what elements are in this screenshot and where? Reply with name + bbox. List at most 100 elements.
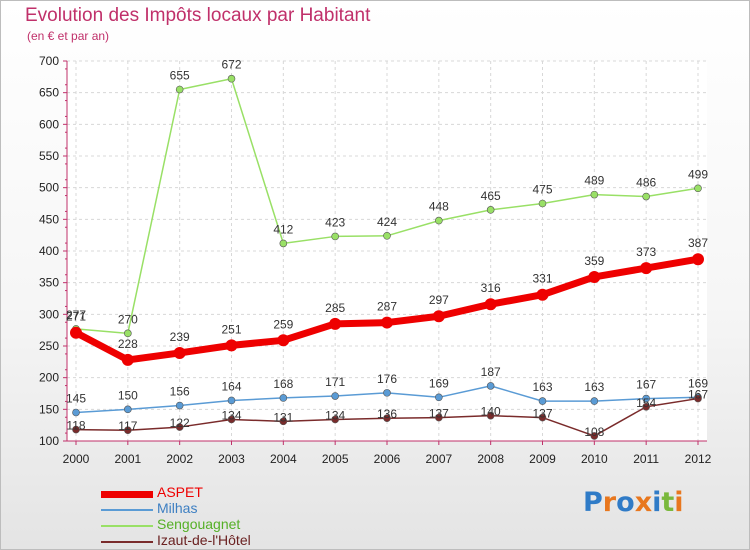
y-tick-label: 400 (39, 244, 59, 258)
data-point-aspet (277, 334, 290, 347)
data-point-izaut-de-l-h-tel (538, 413, 547, 422)
data-label-aspet: 287 (377, 300, 397, 314)
data-label-sengouagnet: 672 (221, 58, 241, 72)
x-tick-label: 2012 (685, 452, 712, 466)
data-point-aspet (640, 262, 653, 275)
data-point-aspet (121, 353, 134, 366)
data-point-aspet (692, 253, 704, 266)
chart-title: Evolution des Impôts locaux par Habitant (25, 5, 371, 26)
data-label-izaut-de-l-h-tel: 154 (636, 396, 656, 410)
data-label-aspet: 316 (481, 281, 501, 295)
data-point-milhas (279, 394, 288, 402)
x-tick-label: 2010 (581, 452, 608, 466)
data-label-izaut-de-l-h-tel: 137 (429, 407, 449, 421)
data-label-sengouagnet: 489 (584, 174, 604, 188)
data-label-milhas: 187 (481, 365, 501, 379)
legend-label: Sengouagnet (157, 516, 241, 532)
data-point-sengouagnet (694, 184, 702, 193)
y-tick-label: 550 (39, 149, 59, 163)
y-tick-label: 600 (39, 117, 59, 131)
data-label-izaut-de-l-h-tel: 117 (118, 419, 137, 433)
x-tick-label: 2011 (633, 452, 659, 466)
y-tick-label: 250 (39, 339, 59, 353)
data-label-milhas: 164 (221, 379, 241, 393)
legend-swatch (101, 525, 153, 527)
data-label-izaut-de-l-h-tel: 108 (584, 425, 604, 439)
data-label-sengouagnet: 270 (118, 312, 138, 326)
x-tick-label: 2008 (477, 452, 504, 466)
data-label-sengouagnet: 448 (429, 200, 449, 214)
data-label-aspet: 285 (325, 301, 345, 315)
data-label-aspet: 373 (636, 245, 656, 259)
logo-letter: x (634, 487, 653, 518)
data-label-aspet: 251 (221, 322, 241, 336)
data-point-aspet (70, 326, 82, 339)
x-tick-label: 2009 (529, 452, 556, 466)
legend-swatch (101, 509, 153, 511)
data-label-aspet: 359 (584, 254, 604, 268)
data-point-aspet (381, 316, 393, 329)
data-label-izaut-de-l-h-tel: 118 (66, 419, 85, 433)
data-point-sengouagnet (175, 85, 184, 94)
data-point-aspet (329, 317, 342, 330)
data-point-izaut-de-l-h-tel (279, 417, 288, 426)
data-label-milhas: 163 (532, 380, 552, 394)
logo-letter: t (661, 487, 675, 518)
data-label-sengouagnet: 655 (170, 69, 190, 83)
data-label-milhas: 169 (688, 376, 708, 390)
data-point-izaut-de-l-h-tel (694, 394, 702, 403)
data-label-aspet: 297 (429, 293, 449, 307)
data-point-aspet (484, 298, 497, 311)
proxiti-logo: Proxiti (583, 487, 684, 518)
data-label-milhas: 156 (170, 385, 190, 399)
x-tick-label: 2002 (166, 452, 193, 466)
data-point-izaut-de-l-h-tel (383, 414, 391, 423)
y-tick-label: 450 (39, 212, 59, 226)
data-point-sengouagnet (227, 74, 236, 83)
data-point-sengouagnet (279, 239, 288, 248)
data-label-aspet: 331 (532, 272, 552, 286)
chart-subtitle: (en € et par an) (27, 29, 110, 43)
data-label-milhas: 169 (429, 376, 449, 390)
data-label-izaut-de-l-h-tel: 122 (170, 416, 190, 430)
data-point-izaut-de-l-h-tel (486, 411, 495, 420)
data-point-izaut-de-l-h-tel (435, 413, 443, 422)
data-label-sengouagnet: 475 (532, 183, 552, 197)
data-point-izaut-de-l-h-tel (72, 425, 80, 434)
data-point-aspet (432, 310, 445, 323)
data-label-sengouagnet: 465 (481, 189, 501, 203)
logo-letter: r (602, 487, 617, 518)
data-point-milhas (435, 393, 443, 402)
data-label-izaut-de-l-h-tel: 137 (532, 407, 552, 421)
data-label-aspet: 259 (273, 317, 293, 331)
data-point-sengouagnet (124, 329, 132, 338)
data-point-milhas (590, 397, 599, 405)
data-point-izaut-de-l-h-tel (227, 415, 236, 424)
data-point-sengouagnet (331, 232, 339, 241)
x-tick-label: 2001 (114, 452, 141, 466)
data-point-sengouagnet (435, 216, 443, 225)
data-label-aspet: 239 (170, 330, 190, 344)
data-point-izaut-de-l-h-tel (124, 426, 132, 435)
data-point-izaut-de-l-h-tel (642, 402, 650, 411)
y-tick-label: 500 (39, 181, 59, 195)
data-point-aspet (225, 339, 238, 352)
data-label-milhas: 167 (636, 378, 656, 392)
x-tick-label: 2006 (374, 452, 401, 466)
data-point-aspet (173, 346, 186, 359)
data-point-sengouagnet (642, 192, 650, 201)
data-label-sengouagnet: 499 (688, 167, 708, 181)
legend-label: ASPET (157, 484, 203, 500)
logo-letter: P (583, 487, 603, 518)
data-point-milhas (124, 405, 132, 414)
data-point-milhas (538, 397, 547, 405)
data-label-aspet: 228 (118, 337, 138, 351)
data-point-izaut-de-l-h-tel (331, 415, 339, 424)
x-tick-label: 2007 (425, 452, 452, 466)
legend-swatch (101, 541, 153, 543)
data-label-aspet: 387 (688, 236, 708, 250)
x-tick-label: 2003 (218, 452, 245, 466)
data-label-sengouagnet: 423 (325, 215, 345, 229)
data-point-milhas (383, 389, 391, 397)
